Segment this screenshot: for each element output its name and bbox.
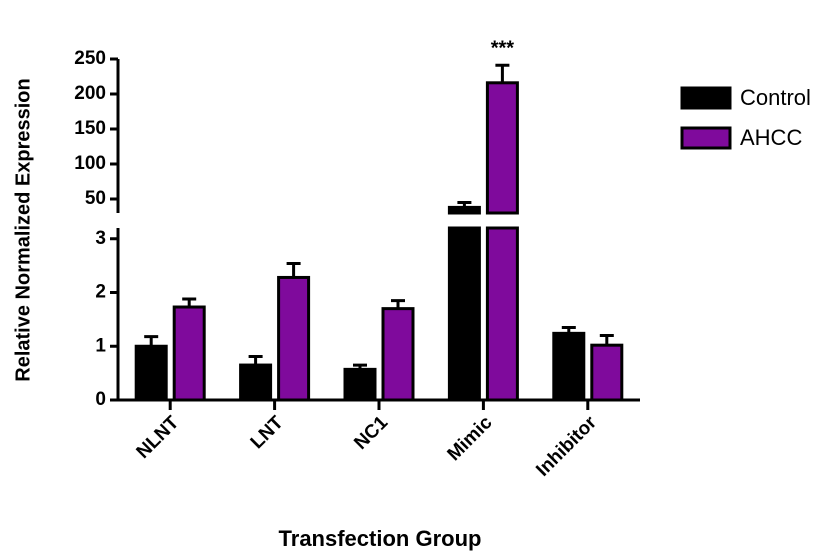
legend-swatch (680, 126, 732, 150)
error-bar (599, 334, 614, 346)
y-tick-label: 100 (74, 153, 106, 174)
bar (134, 344, 168, 402)
y-tick-label: 2 (95, 282, 106, 303)
annotation: *** (491, 38, 515, 60)
y-tick-label: 0 (95, 389, 106, 410)
bar (485, 226, 519, 402)
y-tick-label: 1 (95, 335, 106, 356)
error-bar (144, 335, 159, 347)
error-bar (353, 363, 367, 370)
y-tick-label: 200 (74, 83, 106, 104)
bar (485, 81, 519, 215)
x-tick-label: Inhibitor (532, 412, 601, 481)
error-bar (182, 297, 197, 308)
x-tick-label: LNT (247, 412, 288, 453)
x-tick-label: NC1 (350, 412, 392, 454)
legend-label: AHCC (740, 125, 802, 150)
y-tick-label: 3 (95, 228, 106, 249)
error-bar (457, 201, 472, 208)
bar (590, 343, 624, 402)
error-bar (561, 325, 576, 334)
legend-label: Control (740, 85, 811, 110)
y-axis-label: Relative Normalized Expression (12, 78, 34, 381)
bar (172, 305, 206, 402)
bar (343, 367, 377, 402)
error-bar (248, 354, 263, 366)
y-tick-label: 250 (74, 48, 106, 69)
legend-swatch (680, 86, 732, 110)
x-tick-label: Mimic (444, 412, 497, 465)
error-bar (286, 261, 301, 278)
x-axis-label: Transfection Group (279, 526, 482, 551)
y-tick-label: 50 (85, 188, 106, 209)
error-bar (391, 299, 405, 309)
bar (277, 275, 311, 402)
error-bar (495, 63, 510, 83)
x-tick-label: NLNT (133, 412, 184, 463)
bar (381, 307, 415, 402)
bar (447, 226, 481, 402)
bar (239, 363, 273, 402)
bar (552, 331, 586, 402)
bar (447, 205, 481, 215)
y-tick-label: 150 (74, 118, 106, 139)
